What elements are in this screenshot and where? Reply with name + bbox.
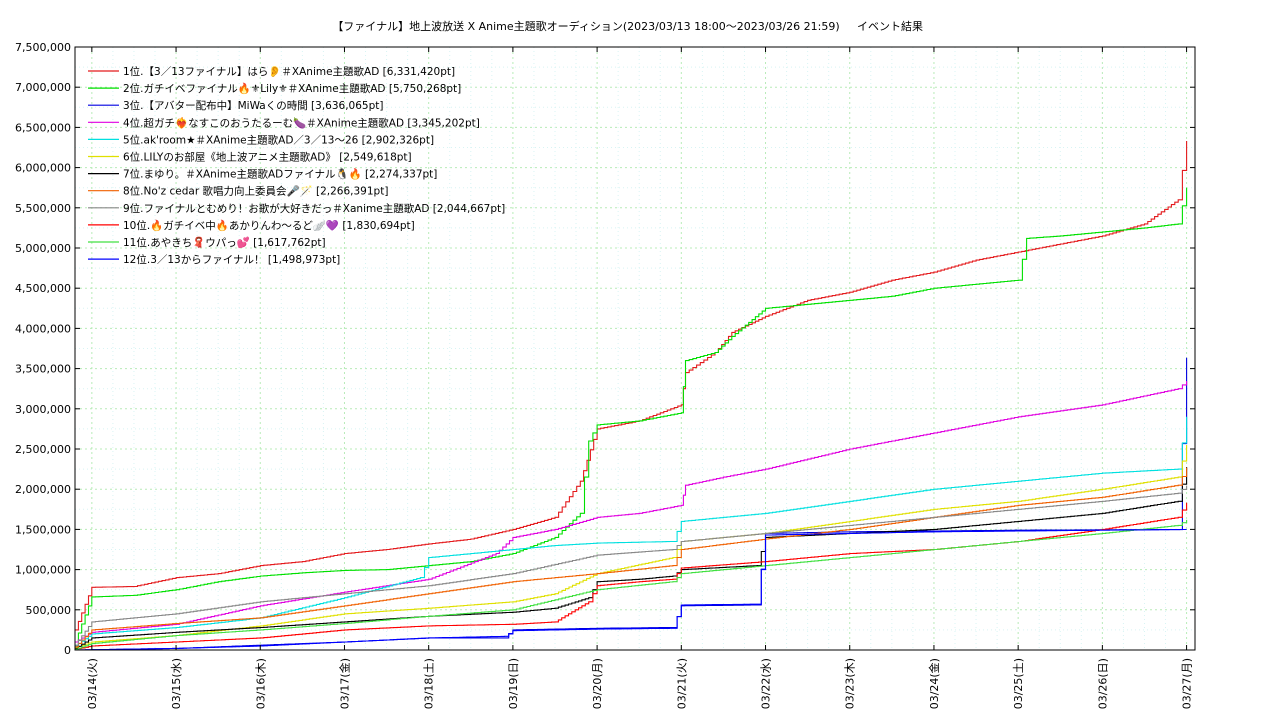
series-line-6 bbox=[75, 445, 1188, 649]
x-tick-label: 03/21(火) bbox=[675, 658, 688, 709]
series-group bbox=[75, 141, 1188, 651]
x-tick-label: 03/14(火) bbox=[86, 658, 99, 709]
y-tick-label: 1,500,000 bbox=[15, 523, 71, 536]
y-tick-label: 7,500,000 bbox=[15, 41, 71, 54]
y-axis: 0 500,000 1,000,000 1,500,000 2,000,000 2,500… bbox=[15, 41, 1195, 657]
legend-entry: 11位.あやきち🧣ウパっ💕 [1,617,762pt] bbox=[123, 236, 326, 249]
series-line-7 bbox=[75, 467, 1188, 649]
x-tick-label: 03/23(木) bbox=[844, 658, 857, 709]
y-tick-label: 3,500,000 bbox=[15, 363, 71, 376]
legend-entry: 2位.ガチイベファイナル🔥⚜Lily⚜＃XAnime主題歌AD [5,750,2… bbox=[123, 82, 461, 95]
chart-subtitle: イベント結果 bbox=[857, 19, 923, 33]
x-tick-label: 03/25(土) bbox=[1012, 658, 1025, 709]
legend-entry: 3位.【アバター配布中】MiWaくの時間 [3,636,065pt] bbox=[123, 99, 383, 112]
x-tick-label: 03/17(金) bbox=[337, 658, 351, 709]
y-tick-label: 4,500,000 bbox=[15, 282, 71, 295]
x-tick-label: 03/16(木) bbox=[254, 658, 267, 709]
x-tick-label: 03/15(水) bbox=[170, 658, 183, 709]
y-tick-label: 6,500,000 bbox=[15, 121, 71, 134]
legend-entry: 4位.超ガチ❤‍🔥なすこのおうたるーむ🍆＃XAnime主題歌AD [3,345,… bbox=[123, 116, 480, 129]
legend-entry: 7位.まゆり。＃XAnime主題歌ADファイナル🐧🔥 [2,274,337pt] bbox=[123, 168, 437, 181]
series-line-10 bbox=[75, 502, 1188, 650]
y-tick-label: 5,500,000 bbox=[15, 202, 71, 215]
series-line-12 bbox=[75, 528, 1187, 651]
legend-entry: 5位.ak'room★＃XAnime主題歌AD／3／13〜26 [2,902,3… bbox=[123, 133, 434, 146]
series-line-11 bbox=[75, 519, 1188, 650]
y-tick-label: 1,000,000 bbox=[15, 564, 71, 577]
legend-entry: 9位.ファイナルとむめり！お歌が大好きだっ＃Xanime主題歌AD [2,044… bbox=[123, 202, 505, 215]
y-tick-label: 7,000,000 bbox=[15, 81, 71, 94]
x-tick-label: 03/26(日) bbox=[1096, 658, 1109, 709]
x-tick-label: 03/24(金) bbox=[927, 658, 941, 709]
series-line-2 bbox=[75, 187, 1188, 643]
y-tick-label: 5,000,000 bbox=[15, 242, 71, 255]
series-line-9 bbox=[75, 485, 1188, 646]
x-tick-label: 03/18(土) bbox=[423, 658, 436, 709]
series-line-4 bbox=[75, 381, 1188, 643]
y-tick-label: 0 bbox=[64, 644, 71, 657]
y-tick-label: 3,000,000 bbox=[15, 403, 71, 416]
x-axis: 03/14(火) 03/15(水) 03/16(木) 03/17(金) 03/18(土)… bbox=[86, 47, 1194, 709]
chart-title: 【ファイナル】地上波放送 X Anime主題歌オーディション(2023/03/1… bbox=[332, 19, 839, 33]
legend-entry: 8位.No'z cedar 歌唱力向上委員会🎤🪄 [2,266,391pt] bbox=[123, 185, 388, 198]
legend-entry: 6位.LILYのお部屋《地上波アニメ主題歌AD》 [2,549,618pt] bbox=[123, 151, 412, 164]
legend-entry: 12位.3／13からファイナル！ [1,498,973pt] bbox=[123, 253, 340, 266]
x-tick-label: 03/22(水) bbox=[760, 658, 773, 709]
grid bbox=[75, 46, 1195, 651]
y-tick-label: 4,000,000 bbox=[15, 322, 71, 335]
x-tick-label: 03/20(月) bbox=[591, 658, 604, 709]
series-line-8 bbox=[75, 467, 1188, 648]
y-tick-label: 2,500,000 bbox=[15, 443, 71, 456]
y-tick-label: 500,000 bbox=[26, 604, 72, 617]
y-tick-label: 2,000,000 bbox=[15, 483, 71, 496]
legend: 1位.【3／13ファイナル】はら👂＃XAnime主題歌AD [6,331,420… bbox=[88, 65, 505, 266]
y-tick-label: 6,000,000 bbox=[15, 162, 71, 175]
legend-entry: 10位.🔥ガチイベ中🔥あかりんわ〜るど🪽💜 [1,830,694pt] bbox=[123, 219, 415, 232]
x-tick-label: 03/27(月) bbox=[1181, 658, 1194, 709]
plot-frame bbox=[74, 46, 1196, 651]
series-line-3 bbox=[75, 357, 1188, 651]
legend-entry: 1位.【3／13ファイナル】はら👂＃XAnime主題歌AD [6,331,420… bbox=[123, 65, 455, 78]
x-tick-label: 03/19(日) bbox=[507, 658, 520, 709]
